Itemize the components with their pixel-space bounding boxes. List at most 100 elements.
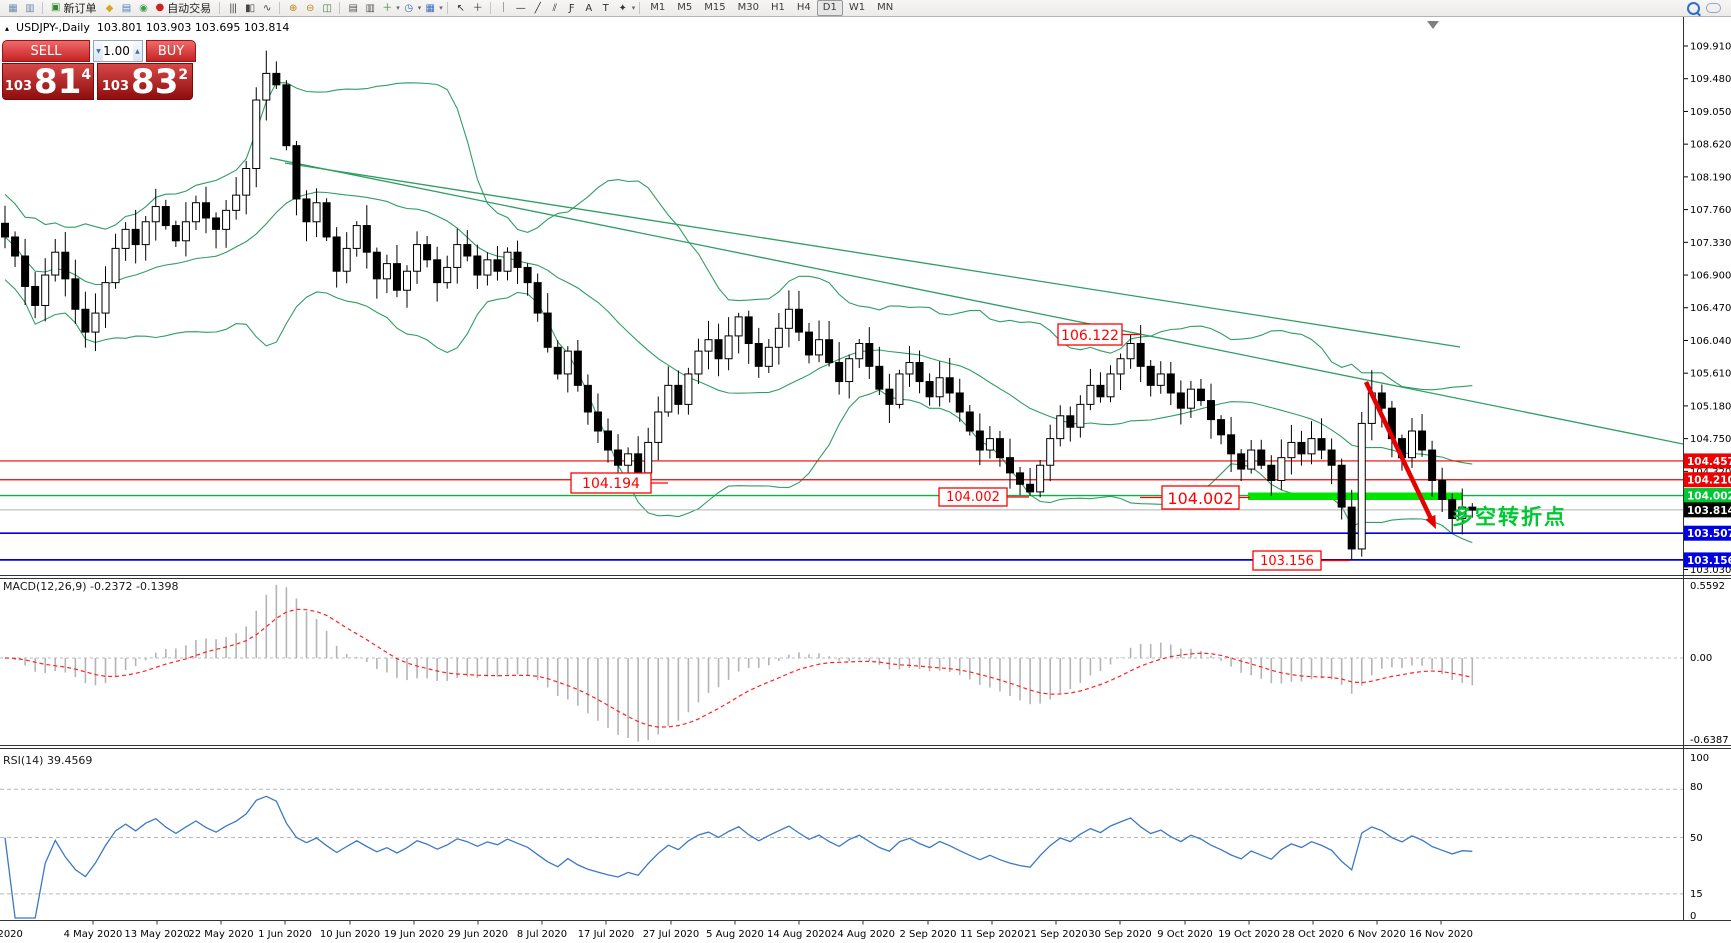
toolbar-separator xyxy=(339,2,341,14)
turning-point-label[interactable]: 多空转折点 xyxy=(1452,505,1567,529)
arrows-icon[interactable]: ✦ xyxy=(618,2,627,14)
toolbar-separator xyxy=(489,2,491,14)
svg-text:104.002: 104.002 xyxy=(1687,491,1731,503)
rsi-line xyxy=(4,795,1473,919)
horizontal-line-icon[interactable]: — xyxy=(515,2,526,14)
svg-text:105.180: 105.180 xyxy=(1690,401,1731,412)
trendline-2[interactable] xyxy=(284,162,1461,348)
zoom-out-icon[interactable]: ⊖ xyxy=(305,2,314,14)
arrange-windows-icon[interactable]: ▤ xyxy=(348,2,357,14)
price-badge-104.002 xyxy=(1684,488,1731,504)
svg-text:27 Jul 2020: 27 Jul 2020 xyxy=(643,929,700,940)
timeframe-w1[interactable]: W1 xyxy=(848,2,866,13)
svg-text:0.5592: 0.5592 xyxy=(1690,581,1725,592)
buy-button[interactable]: BUY xyxy=(146,40,196,62)
support-highlight-bar[interactable] xyxy=(1248,492,1462,501)
svg-text:0: 0 xyxy=(1690,911,1696,922)
macd-pane xyxy=(0,584,1683,742)
chart-line-icon[interactable]: ∿ xyxy=(262,2,271,14)
chart-candles-icon[interactable]: ▮▯ xyxy=(245,2,255,14)
svg-text:8 Jul 2020: 8 Jul 2020 xyxy=(517,929,567,940)
svg-text:108.190: 108.190 xyxy=(1690,172,1731,183)
timeframe-d1[interactable]: D1 xyxy=(816,0,843,16)
indicators-icon[interactable]: ＋ xyxy=(382,2,392,14)
metaeditor-icon[interactable]: ◆ xyxy=(105,2,114,14)
data-window-icon[interactable]: ▥ xyxy=(25,2,34,14)
chart-bars-icon[interactable]: ||| xyxy=(229,2,237,14)
svg-text:103.030: 103.030 xyxy=(1690,565,1731,576)
timeframe-m15[interactable]: M15 xyxy=(704,2,726,13)
vertical-line-icon[interactable]: ｜ xyxy=(498,2,509,14)
crosshair-icon[interactable]: ＋ xyxy=(472,2,483,14)
pane-borders xyxy=(0,17,1731,921)
trendline-icon[interactable]: ╱ xyxy=(534,2,541,14)
dropdown-caret-icon[interactable]: ▾ xyxy=(417,4,422,12)
timeframe-m30[interactable]: M30 xyxy=(737,2,759,13)
trendline-1[interactable] xyxy=(269,157,1683,445)
svg-text:109.910: 109.910 xyxy=(1690,42,1731,53)
channel-icon[interactable]: ⫽ xyxy=(552,2,557,14)
dropdown-caret-icon[interactable]: ▾ xyxy=(631,4,636,12)
strategy-tester-icon[interactable]: ▤ xyxy=(121,2,131,14)
chat-icon[interactable] xyxy=(1706,3,1721,13)
autotrading-icon: ● xyxy=(155,2,165,13)
dropdown-caret-icon[interactable]: ▾ xyxy=(396,4,400,12)
timeframe-h4[interactable]: H4 xyxy=(796,2,811,13)
svg-text:106.470: 106.470 xyxy=(1690,303,1731,314)
search-icon[interactable] xyxy=(1687,1,1700,15)
svg-text:30 Sep 2020: 30 Sep 2020 xyxy=(1088,929,1151,940)
dropdown-caret-icon[interactable]: ▾ xyxy=(439,4,443,12)
svg-text:10 Jun 2020: 10 Jun 2020 xyxy=(320,929,380,940)
buy-price-small: 103 xyxy=(101,79,130,94)
price-badge-103.507 xyxy=(1684,525,1731,541)
volume-down-button[interactable]: ▼ xyxy=(94,41,104,61)
volume-input[interactable]: 1.00 xyxy=(103,44,130,58)
price-annotations[interactable]: 106.122 104.194 104.002 104.002 103.156 xyxy=(570,323,1350,571)
text-icon[interactable]: A xyxy=(585,2,592,14)
svg-text:21 Sep 2020: 21 Sep 2020 xyxy=(1024,929,1087,940)
svg-text:28 Oct 2020: 28 Oct 2020 xyxy=(1282,929,1344,940)
svg-text:13 May 2020: 13 May 2020 xyxy=(124,929,189,940)
new-order-icon: ▣ xyxy=(51,2,61,13)
macd-signal-line xyxy=(4,608,1473,728)
fibonacci-icon[interactable]: Ƒ xyxy=(568,2,575,14)
tile-windows-icon[interactable]: ◫ xyxy=(322,2,331,14)
zoom-in-icon[interactable]: ⊕ xyxy=(288,2,297,14)
timeframe-m1[interactable]: M1 xyxy=(650,2,666,13)
periods-icon[interactable]: ◷ xyxy=(404,2,413,14)
bollinger-bands xyxy=(4,82,1473,544)
svg-text:17 Jul 2020: 17 Jul 2020 xyxy=(578,929,635,940)
ohlc-values: 103.801 103.903 103.695 103.814 xyxy=(96,21,290,34)
timeframe-mn[interactable]: MN xyxy=(877,2,894,13)
svg-text:107.760: 107.760 xyxy=(1690,205,1731,216)
templates-icon[interactable]: ▦ xyxy=(425,2,434,14)
buy-price-sup: 2 xyxy=(178,67,189,83)
timeframe-h1[interactable]: H1 xyxy=(770,2,785,13)
new-order-button[interactable]: ▣ 新订单 xyxy=(47,1,100,16)
buy-price-panel[interactable]: 103 83 2 xyxy=(97,63,193,100)
news-icon[interactable]: ◉ xyxy=(139,2,148,14)
timeframe-m5[interactable]: M5 xyxy=(677,2,693,13)
cursor-icon[interactable]: ↖ xyxy=(456,2,465,14)
trendlines[interactable] xyxy=(269,157,1683,445)
volume-up-button[interactable]: ▲ xyxy=(132,41,142,61)
svg-text:0.00: 0.00 xyxy=(1690,653,1712,664)
svg-text:1 Jun 2020: 1 Jun 2020 xyxy=(258,929,312,940)
svg-text:14 Aug 2020: 14 Aug 2020 xyxy=(767,929,831,940)
autotrading-button[interactable]: ● 自动交易 xyxy=(151,1,215,16)
chart-shift-marker[interactable] xyxy=(1427,21,1439,29)
candlestick-series xyxy=(1,50,1477,560)
main-pane: 106.122 104.194 104.002 104.002 103.156 多空转折点 xyxy=(0,50,1683,571)
chart-shift-icon[interactable]: ▥ xyxy=(365,2,374,14)
trend-arrow[interactable] xyxy=(1363,381,1436,529)
svg-text:80: 80 xyxy=(1690,782,1703,793)
sell-price-panel[interactable]: 103 81 4 xyxy=(2,63,94,100)
price-badge-104.457 xyxy=(1684,453,1731,469)
sell-button[interactable]: SELL xyxy=(2,40,90,62)
svg-text:6 Nov 2020: 6 Nov 2020 xyxy=(1348,929,1406,940)
svg-text:29 Jun 2020: 29 Jun 2020 xyxy=(448,929,508,940)
svg-text:104.210: 104.210 xyxy=(1687,475,1731,487)
label-icon[interactable]: T xyxy=(602,2,609,14)
market-watch-icon[interactable]: ▦ xyxy=(8,2,17,14)
